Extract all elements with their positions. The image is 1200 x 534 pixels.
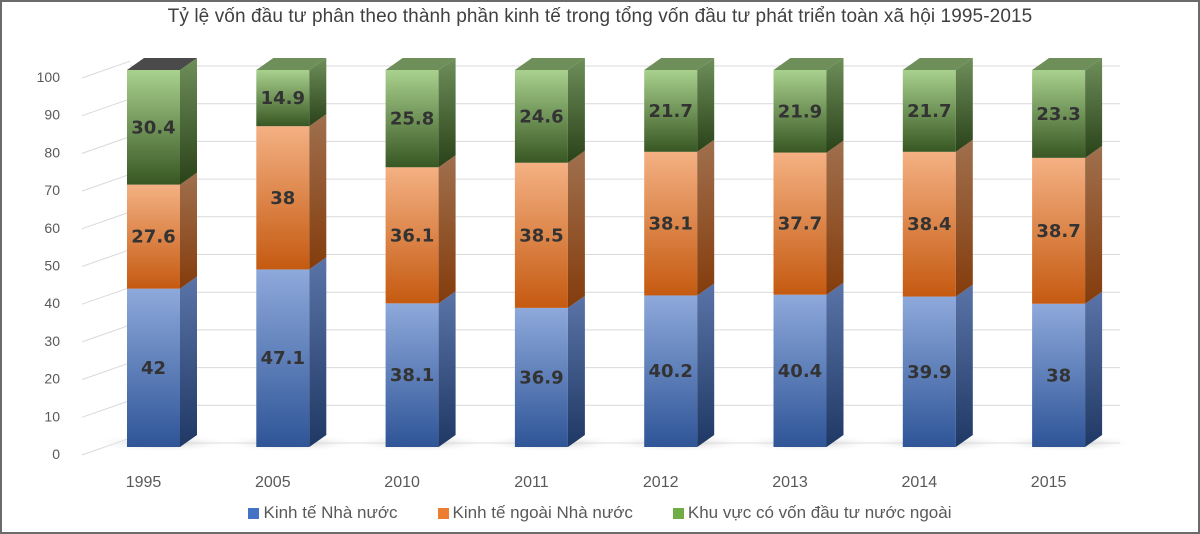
x-tick-label: 2013 bbox=[772, 474, 808, 491]
data-label: 40.4 bbox=[778, 361, 822, 382]
legend-item-state[interactable]: Kinh tế Nhà nước bbox=[248, 503, 398, 523]
bar-segment[interactable] bbox=[902, 70, 956, 152]
bar-segment[interactable] bbox=[127, 70, 180, 185]
legend-swatch-orange bbox=[437, 507, 449, 519]
data-label: 39.9 bbox=[907, 362, 951, 383]
stacked-bar-2012[interactable]: 40.2 38.1 21.7 bbox=[644, 58, 715, 447]
legend-item-fdi[interactable]: Khu vực có vốn đầu tư nước ngoài bbox=[672, 503, 952, 523]
data-label: 38 bbox=[1046, 365, 1071, 386]
legend-swatch-blue bbox=[248, 507, 260, 519]
x-tick-label: 2010 bbox=[384, 474, 420, 491]
stacked-bar-2014[interactable]: 39.9 38.4 21.7 bbox=[902, 58, 973, 447]
y-tick-label: 70 bbox=[44, 182, 60, 198]
bar-segment[interactable] bbox=[127, 288, 180, 447]
bar-segment[interactable] bbox=[644, 151, 698, 296]
data-label: 24.6 bbox=[519, 106, 563, 127]
x-axis: 1995 2005 2010 2011 2012 2013 2014 2015 bbox=[126, 474, 1067, 491]
y-tick-label: 30 bbox=[44, 333, 60, 349]
x-tick-label: 2011 bbox=[514, 474, 549, 491]
y-tick-label: 10 bbox=[44, 408, 60, 424]
data-label: 38.7 bbox=[1036, 221, 1080, 242]
bar-segment[interactable] bbox=[1032, 157, 1086, 304]
legend-swatch-green bbox=[672, 507, 684, 519]
x-tick-label: 2015 bbox=[1031, 474, 1067, 491]
data-label: 38.1 bbox=[390, 365, 434, 386]
data-label: 38.1 bbox=[648, 214, 692, 235]
x-tick-label: 2014 bbox=[902, 474, 938, 491]
stacked-bar-1995[interactable]: 42 27.6 30.4 bbox=[127, 58, 197, 447]
y-tick-label: 90 bbox=[44, 107, 60, 123]
y-tick-label: 100 bbox=[37, 69, 61, 85]
y-tick-label: 0 bbox=[52, 446, 60, 462]
data-label: 42 bbox=[141, 358, 166, 379]
data-label: 38.4 bbox=[907, 214, 951, 235]
bar-segment[interactable] bbox=[902, 296, 956, 447]
data-label: 27.6 bbox=[131, 227, 175, 248]
bar-segment[interactable] bbox=[644, 70, 698, 152]
bar-segment[interactable] bbox=[514, 307, 568, 447]
bar-segment[interactable] bbox=[514, 162, 568, 308]
data-label: 36.9 bbox=[519, 367, 563, 388]
data-label: 14.9 bbox=[261, 88, 305, 109]
bar-shadows bbox=[91, 434, 1137, 452]
legend: Kinh tế Nhà nước Kinh tế ngoài Nhà nước … bbox=[0, 503, 1200, 523]
data-label: 38.5 bbox=[519, 225, 563, 246]
y-tick-label: 80 bbox=[44, 144, 60, 160]
data-label: 37.7 bbox=[778, 214, 822, 235]
bar-segment[interactable] bbox=[385, 167, 439, 304]
y-tick-label: 20 bbox=[44, 371, 60, 387]
data-label: 21.7 bbox=[648, 101, 692, 122]
stacked-bar-2013[interactable]: 40.4 37.7 21.9 bbox=[773, 58, 844, 447]
data-label: 47.1 bbox=[261, 348, 305, 369]
y-tick-label: 40 bbox=[44, 295, 60, 311]
data-label: 36.1 bbox=[390, 225, 434, 246]
bar-segment[interactable] bbox=[385, 70, 439, 168]
stacked-bar-2005[interactable]: 47.1 38 14.9 bbox=[256, 58, 327, 447]
stacked-bar-2011[interactable]: 36.9 38.5 24.6 bbox=[514, 58, 585, 447]
bar-segment[interactable] bbox=[514, 70, 568, 163]
legend-label: Khu vực có vốn đầu tư nước ngoài bbox=[687, 503, 952, 522]
bar-segment[interactable] bbox=[644, 295, 698, 447]
bars: 42 27.6 30.4 47.1 38 14.9 38.1 36.1 25.8 36.9 38.5… bbox=[127, 58, 1103, 447]
data-label: 21.9 bbox=[778, 101, 822, 122]
x-tick-label: 1995 bbox=[126, 474, 162, 491]
data-label: 21.7 bbox=[907, 101, 951, 122]
bar-segment[interactable] bbox=[1032, 303, 1086, 447]
bar-segment[interactable] bbox=[256, 70, 310, 127]
bar-segment[interactable] bbox=[127, 184, 180, 289]
bar-segment[interactable] bbox=[1032, 70, 1086, 158]
data-label: 23.3 bbox=[1036, 104, 1080, 125]
bar-segment[interactable] bbox=[773, 152, 827, 295]
bar-segment[interactable] bbox=[256, 126, 310, 270]
bar-segment[interactable] bbox=[902, 151, 956, 297]
bar-segment[interactable] bbox=[773, 70, 827, 153]
data-label: 38 bbox=[270, 188, 295, 209]
legend-item-non-state[interactable]: Kinh tế ngoài Nhà nước bbox=[437, 503, 633, 523]
stacked-bar-2010[interactable]: 38.1 36.1 25.8 bbox=[385, 58, 456, 447]
y-tick-label: 60 bbox=[44, 220, 60, 236]
y-axis: 0 10 20 30 40 50 60 70 80 90 100 bbox=[37, 69, 61, 462]
data-label: 40.2 bbox=[648, 361, 692, 382]
bar-segment[interactable] bbox=[256, 269, 310, 447]
legend-label: Kinh tế Nhà nước bbox=[263, 503, 398, 522]
x-tick-label: 2005 bbox=[255, 474, 291, 491]
legend-label: Kinh tế ngoài Nhà nước bbox=[452, 503, 633, 522]
chart-title: Tỷ lệ vốn đầu tư phân theo thành phần ki… bbox=[167, 6, 1033, 27]
data-label: 25.8 bbox=[390, 109, 434, 130]
stacked-bar-2015[interactable]: 38 38.7 23.3 bbox=[1032, 58, 1103, 447]
data-label: 30.4 bbox=[131, 117, 175, 138]
x-tick-label: 2012 bbox=[643, 474, 679, 491]
y-tick-label: 50 bbox=[44, 258, 60, 274]
bar-segment[interactable] bbox=[385, 303, 439, 447]
bar-segment[interactable] bbox=[773, 294, 827, 447]
